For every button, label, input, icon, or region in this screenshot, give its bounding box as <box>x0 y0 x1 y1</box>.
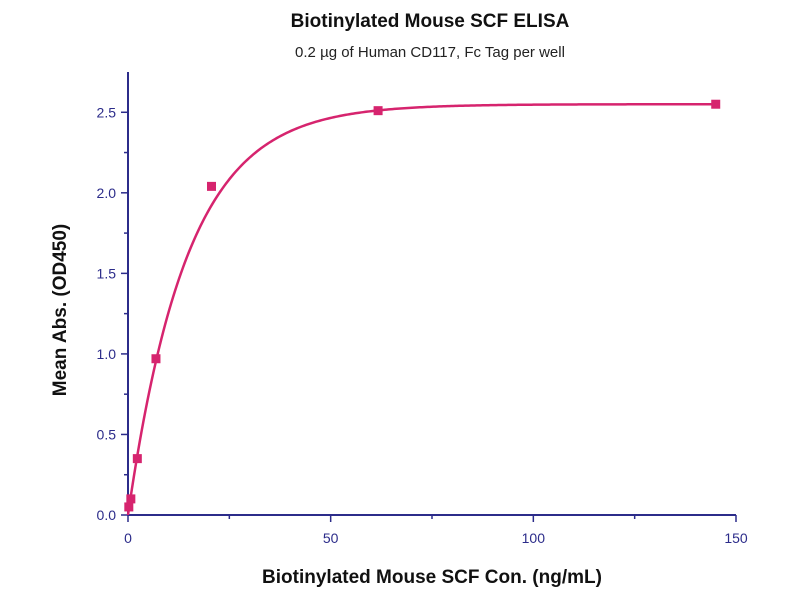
axes <box>127 72 736 516</box>
data-point <box>132 454 142 464</box>
y-tick-label: 0.0 <box>97 507 117 523</box>
y-tick-label: 1.5 <box>97 265 117 281</box>
y-tick-label: 1.0 <box>97 346 117 362</box>
y-axis-label: Mean Abs. (OD450) <box>50 224 71 396</box>
x-axis-label: Biotinylated Mouse SCF Con. (ng/mL) <box>262 567 602 588</box>
data-point <box>373 106 383 116</box>
data-point <box>124 502 134 512</box>
y-tick-label: 2.5 <box>97 104 117 120</box>
x-tick-labels: 0 50 100 150 <box>124 530 748 546</box>
data-point <box>126 494 136 504</box>
x-tick-label: 100 <box>522 530 546 546</box>
y-tick-labels: 0.0 0.5 1.0 1.5 2.0 2.5 <box>97 104 117 523</box>
data-points <box>124 99 721 512</box>
data-point <box>151 354 161 364</box>
fit-curve <box>126 102 716 516</box>
ticks <box>121 111 737 522</box>
x-tick-label: 50 <box>323 530 339 546</box>
data-point <box>206 181 216 191</box>
x-tick-label: 150 <box>724 530 748 546</box>
data-point <box>711 99 721 109</box>
chart-subtitle: 0.2 µg of Human CD117, Fc Tag per well <box>295 44 565 61</box>
x-tick-label: 0 <box>124 530 132 546</box>
y-tick-label: 0.5 <box>97 426 117 442</box>
y-tick-label: 2.0 <box>97 185 117 201</box>
chart-title: Biotinylated Mouse SCF ELISA <box>291 11 570 32</box>
